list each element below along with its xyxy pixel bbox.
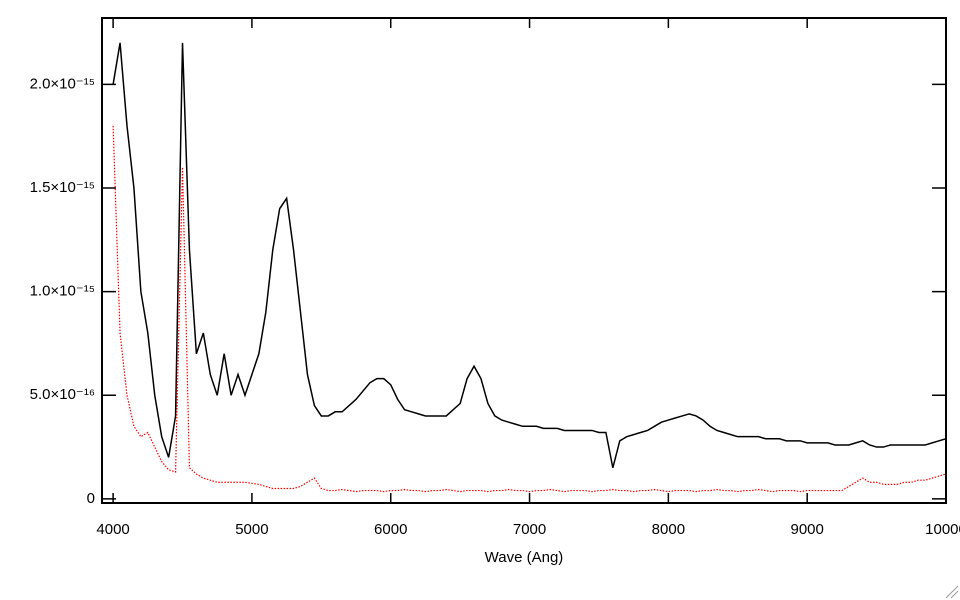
x-tick-label: 9000 [790,521,823,538]
resize-grip [945,585,959,599]
x-tick-label: 6000 [374,521,407,538]
y-tick-label: 0 [87,490,95,507]
x-axis-label: Wave (Ang) [485,549,564,566]
y-tick-label: 1.5×10⁻¹⁵ [30,179,95,196]
plot-frame [101,17,947,504]
plot-area [112,42,946,493]
x-tick-label: 4000 [96,521,129,538]
x-tick-label: 5000 [235,521,268,538]
series-line [112,125,946,493]
y-tick-label: 5.0×10⁻¹⁶ [30,386,95,403]
x-tick-label: 8000 [652,521,685,538]
x-tick-label: 7000 [513,521,546,538]
y-tick-label: 1.0×10⁻¹⁵ [30,283,95,300]
series-line [112,42,946,468]
y-tick-label: 2.0×10⁻¹⁵ [30,75,95,92]
